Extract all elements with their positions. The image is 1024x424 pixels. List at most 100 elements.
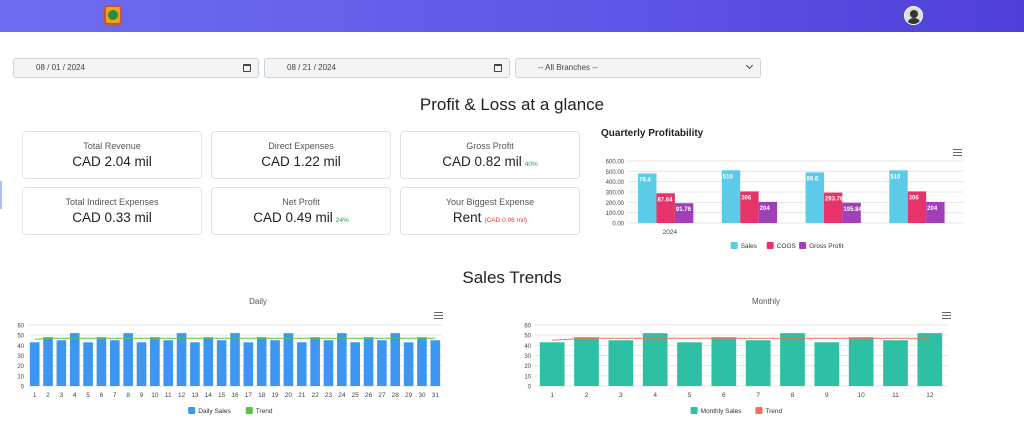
daily-chart-title: Daily [249, 297, 267, 306]
y-tick-label: 30 [17, 354, 24, 360]
y-tick-label: 0 [528, 385, 532, 391]
chart-menu-icon[interactable] [942, 312, 951, 319]
x-tick-label: 8 [791, 392, 795, 399]
legend-swatch [755, 407, 763, 414]
bar [136, 342, 147, 386]
user-avatar[interactable] [904, 6, 923, 25]
bar [243, 342, 254, 386]
kpi-value: CAD 0.49 mil [253, 210, 333, 225]
x-tick-label: 11 [892, 392, 899, 399]
bar [608, 340, 634, 386]
sidebar-edge-tab[interactable] [0, 181, 2, 209]
x-tick-label: 23 [325, 392, 333, 399]
bar [123, 333, 133, 386]
x-tick-label: 5 [688, 392, 692, 399]
bar [377, 340, 387, 386]
bar [740, 191, 759, 223]
bar [83, 342, 93, 386]
x-tick-label: 3 [619, 392, 623, 399]
calendar-icon[interactable] [494, 64, 502, 72]
legend-swatch [799, 242, 807, 249]
bar [430, 340, 441, 386]
bar [363, 337, 374, 386]
x-tick-label: 24 [338, 392, 346, 399]
x-tick-label: 10 [858, 392, 866, 399]
bar [656, 193, 675, 223]
y-tick-label: 10 [524, 374, 531, 380]
bar [163, 340, 174, 386]
x-tick-label: 2 [46, 392, 50, 399]
bar [848, 337, 874, 386]
branch-select[interactable]: -- All Branches -- [515, 58, 761, 78]
bar [758, 201, 778, 223]
x-tick-label: 1 [33, 392, 37, 399]
x-tick-label: 30 [418, 392, 426, 399]
legend-label: Trend [765, 408, 782, 415]
quarterly-profitability-chart: 0.00 100.00 200.00 300.00 400.00 500.00 600.00… [606, 160, 963, 250]
kpi-value: CAD 0.33 mil [72, 210, 152, 225]
bar [823, 192, 843, 223]
x-tick-label: 2 [585, 392, 589, 399]
x-tick-label: 6 [100, 392, 104, 399]
kpi-label: Gross Profit [466, 141, 514, 151]
x-tick-label: 18 [258, 392, 266, 399]
y-tick-label: 0.00 [612, 222, 624, 228]
bar [43, 337, 53, 386]
bar [926, 201, 945, 223]
legend-swatch [730, 242, 738, 249]
kpi-value: Rent [452, 210, 482, 225]
y-tick-label: 100.00 [606, 211, 625, 217]
bar [674, 203, 694, 223]
bar-data-label: 91.76 [676, 207, 692, 213]
start-date-input[interactable]: 08 / 01 / 2024 [13, 58, 259, 78]
x-tick-label: 22 [312, 392, 320, 399]
bar [907, 191, 927, 223]
kpi-value: CAD 2.04 mil [72, 154, 152, 169]
kpi-card-biggest-expense: Your Biggest Expense Rent (CAD 0.06 mil) [400, 187, 580, 235]
overview-heading: Profit & Loss at a glance [419, 95, 605, 114]
kpi-card-direct-expenses: Direct Expenses CAD 1.22 mil [211, 131, 391, 179]
bar [539, 342, 565, 386]
bar [403, 342, 414, 386]
bar [417, 337, 427, 386]
trend-line [552, 337, 930, 341]
end-date-input[interactable]: 08 / 21 / 2024 [264, 58, 510, 78]
bar [323, 340, 334, 386]
bar [283, 333, 294, 386]
x-tick-label: 10 [151, 392, 159, 399]
bar [711, 337, 737, 386]
bar [150, 337, 160, 386]
chart-menu-icon[interactable] [953, 149, 962, 156]
x-tick-label: 14 [205, 392, 213, 399]
x-tick-label: 27 [378, 392, 386, 399]
company-logo[interactable] [104, 5, 122, 25]
bar [883, 340, 908, 386]
calendar-icon[interactable] [243, 64, 251, 72]
legend-label: COGS [777, 243, 797, 250]
bar-data-label: 510 [890, 174, 901, 180]
y-tick-label: 10 [17, 374, 24, 380]
bar-data-label: 306 [909, 195, 920, 201]
x-tick-label: 11 [165, 392, 172, 399]
bar [190, 342, 200, 386]
x-tick-label: 28 [392, 392, 400, 399]
y-tick-label: 20 [17, 364, 24, 370]
bar [814, 342, 840, 386]
bar-data-label: 204 [927, 206, 938, 212]
bar [574, 337, 599, 386]
y-tick-label: 30 [524, 354, 531, 360]
x-tick-label: 20 [285, 392, 293, 399]
bar [270, 340, 280, 386]
x-tick-label: 4 [653, 392, 657, 399]
x-tick-label: 29 [405, 392, 413, 399]
bar [203, 337, 214, 386]
legend-label: Monthly Sales [701, 408, 743, 415]
chart-menu-icon[interactable] [434, 312, 443, 319]
bar [337, 333, 347, 386]
x-tick-label: 3 [60, 392, 64, 399]
kpi-card-gross-profit: Gross Profit CAD 0.82 mil 40% [400, 131, 580, 179]
x-tick-label: 4 [73, 392, 77, 399]
bar [310, 337, 320, 386]
y-tick-label: 600.00 [606, 160, 625, 166]
